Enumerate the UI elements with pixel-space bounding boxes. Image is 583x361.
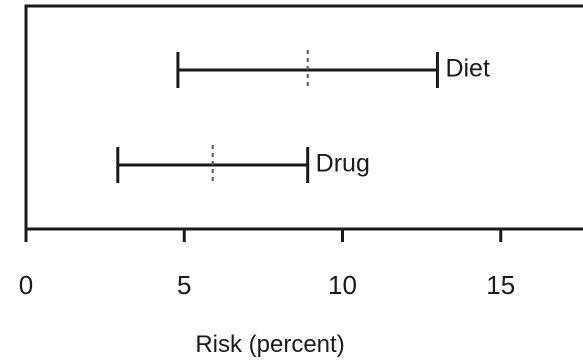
series-diet: Diet: [176, 50, 490, 90]
x-tick-label-0: 0: [19, 270, 33, 300]
x-tick-label-1: 5: [177, 270, 191, 300]
x-tick-label-2: 10: [328, 270, 357, 300]
x-axis-title: Risk (percent): [195, 331, 344, 358]
x-tick-label-3: 15: [486, 270, 515, 300]
x-axis: 0 5 10 15 Risk (percent): [19, 227, 583, 358]
diet-label: Diet: [445, 55, 490, 83]
drug-label: Drug: [316, 150, 370, 178]
plot-area: [24, 4, 583, 231]
series-drug: Drug: [116, 145, 370, 185]
x-axis-ticks: 0 5 10 15: [19, 229, 515, 300]
series-group: Diet Drug: [116, 50, 490, 185]
plot-frame: [24, 4, 583, 231]
